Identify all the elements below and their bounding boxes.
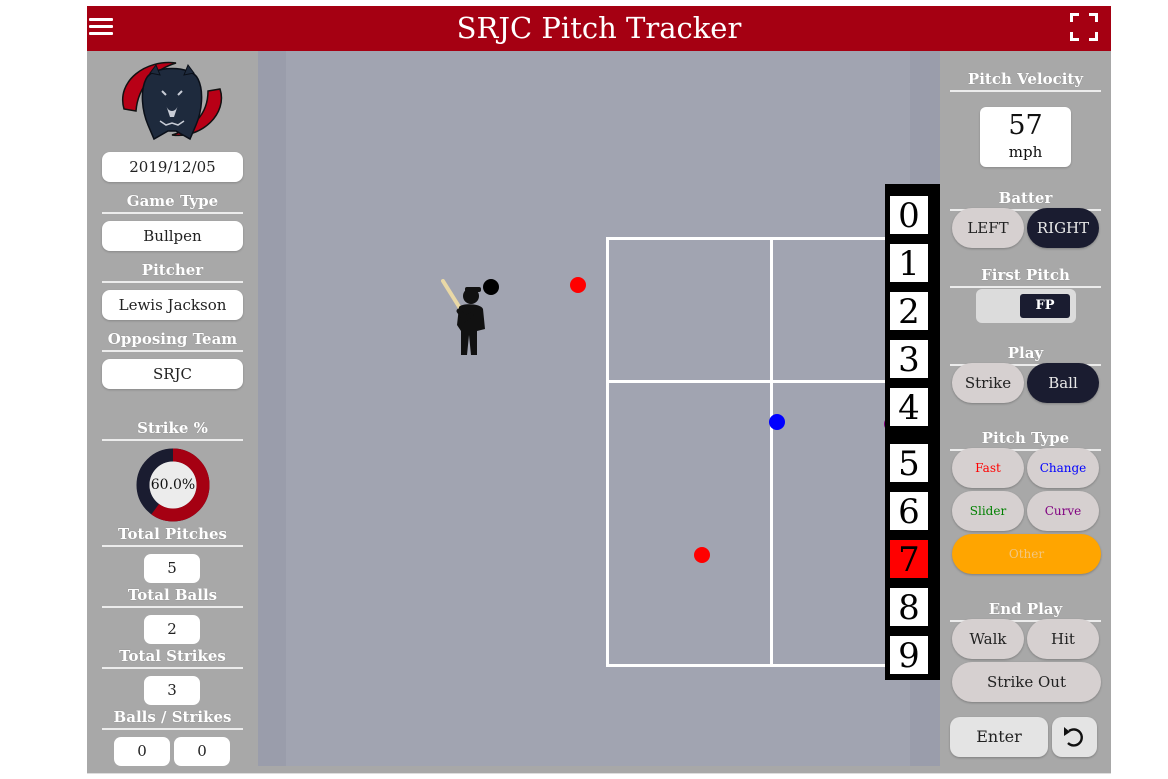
- zone-horizontal-line: [609, 380, 931, 383]
- total-strikes-value: 3: [144, 676, 200, 705]
- pitch-tracker-app: SRJC Pitch Tracker 2019/12/05 Game Type …: [87, 6, 1111, 774]
- undo-button[interactable]: [1052, 717, 1097, 757]
- strikes-count: 0: [174, 737, 230, 766]
- velocity-label: Pitch Velocity: [950, 70, 1101, 92]
- fullscreen-icon[interactable]: [1070, 13, 1098, 41]
- total-pitches-label: Total Pitches: [102, 525, 243, 547]
- left-panel: 2019/12/05 Game Type Bullpen Pitcher Lew…: [87, 51, 258, 766]
- pitch-marker[interactable]: [694, 547, 710, 563]
- pitch-type-other-button[interactable]: Other: [952, 534, 1101, 574]
- pitch-type-label: Pitch Type: [950, 429, 1101, 451]
- numpad-key-5[interactable]: 5: [890, 444, 928, 484]
- pitch-type-fast-button[interactable]: Fast: [952, 448, 1024, 488]
- numpad-key-6[interactable]: 6: [890, 492, 928, 532]
- pitch-type-curve-button[interactable]: Curve: [1027, 491, 1099, 531]
- right-panel: Pitch Velocity 57 mph Batter LEFT RIGHT …: [940, 51, 1111, 766]
- opposing-team-field[interactable]: SRJC: [102, 359, 243, 389]
- velocity-unit: mph: [1008, 143, 1043, 161]
- first-pitch-knob: FP: [1020, 294, 1070, 318]
- end-play-label: End Play: [950, 600, 1101, 622]
- strike-pct-donut: [136, 448, 210, 522]
- field-inner: [286, 51, 910, 766]
- numpad: 0 1 2 3 4 5 6 7 8 9: [885, 184, 940, 680]
- batter-label: Batter: [950, 189, 1101, 211]
- enter-button[interactable]: Enter: [950, 717, 1048, 757]
- numpad-key-9[interactable]: 9: [890, 636, 928, 676]
- date-field[interactable]: 2019/12/05: [102, 152, 243, 182]
- strike-zone-field[interactable]: [258, 51, 940, 766]
- menu-icon[interactable]: [89, 15, 113, 39]
- opposing-team-label: Opposing Team: [102, 330, 243, 352]
- pitch-type-change-button[interactable]: Change: [1027, 448, 1099, 488]
- total-balls-value: 2: [144, 615, 200, 644]
- strike-pct-label: Strike %: [102, 419, 243, 441]
- pitcher-field[interactable]: Lewis Jackson: [102, 290, 243, 320]
- pitch-marker[interactable]: [769, 414, 785, 430]
- balls-strikes-label: Balls / Strikes: [102, 708, 243, 730]
- pitch-marker[interactable]: [483, 279, 499, 295]
- strike-pct-value: 60.0%: [150, 477, 196, 493]
- batter-icon: [441, 279, 485, 355]
- batter-right-button[interactable]: RIGHT: [1027, 208, 1099, 248]
- strike-pct-arc: [136, 448, 210, 522]
- pitcher-label: Pitcher: [102, 261, 243, 283]
- balls-count: 0: [114, 737, 170, 766]
- bear-logo: [121, 61, 223, 141]
- numpad-key-1[interactable]: 1: [890, 244, 928, 284]
- velocity-box[interactable]: 57 mph: [980, 107, 1071, 167]
- end-hit-button[interactable]: Hit: [1027, 619, 1099, 659]
- numpad-key-7[interactable]: 7: [890, 540, 928, 580]
- velocity-value: 57: [1008, 110, 1043, 141]
- first-pitch-toggle[interactable]: FP: [976, 289, 1076, 323]
- first-pitch-label: First Pitch: [950, 266, 1101, 288]
- play-label: Play: [950, 344, 1101, 366]
- batter-left-button[interactable]: LEFT: [952, 208, 1024, 248]
- numpad-key-3[interactable]: 3: [890, 340, 928, 380]
- page-title: SRJC Pitch Tracker: [456, 11, 742, 45]
- app-header: SRJC Pitch Tracker: [87, 6, 1111, 51]
- game-type-select[interactable]: Bullpen: [102, 221, 243, 251]
- numpad-key-2[interactable]: 2: [890, 292, 928, 332]
- game-type-label: Game Type: [102, 192, 243, 214]
- end-walk-button[interactable]: Walk: [952, 619, 1024, 659]
- play-strike-button[interactable]: Strike: [952, 363, 1024, 403]
- pitch-marker[interactable]: [570, 277, 586, 293]
- pitch-type-slider-button[interactable]: Slider: [952, 491, 1024, 531]
- numpad-key-4[interactable]: 4: [890, 388, 928, 428]
- undo-icon: [1064, 727, 1083, 747]
- total-pitches-value: 5: [144, 554, 200, 583]
- end-strikeout-button[interactable]: Strike Out: [952, 662, 1101, 702]
- play-ball-button[interactable]: Ball: [1027, 363, 1099, 403]
- numpad-key-0[interactable]: 0: [890, 196, 928, 236]
- total-strikes-label: Total Strikes: [102, 647, 243, 669]
- zone-vertical-line: [770, 240, 773, 664]
- total-balls-label: Total Balls: [102, 586, 243, 608]
- numpad-key-8[interactable]: 8: [890, 588, 928, 628]
